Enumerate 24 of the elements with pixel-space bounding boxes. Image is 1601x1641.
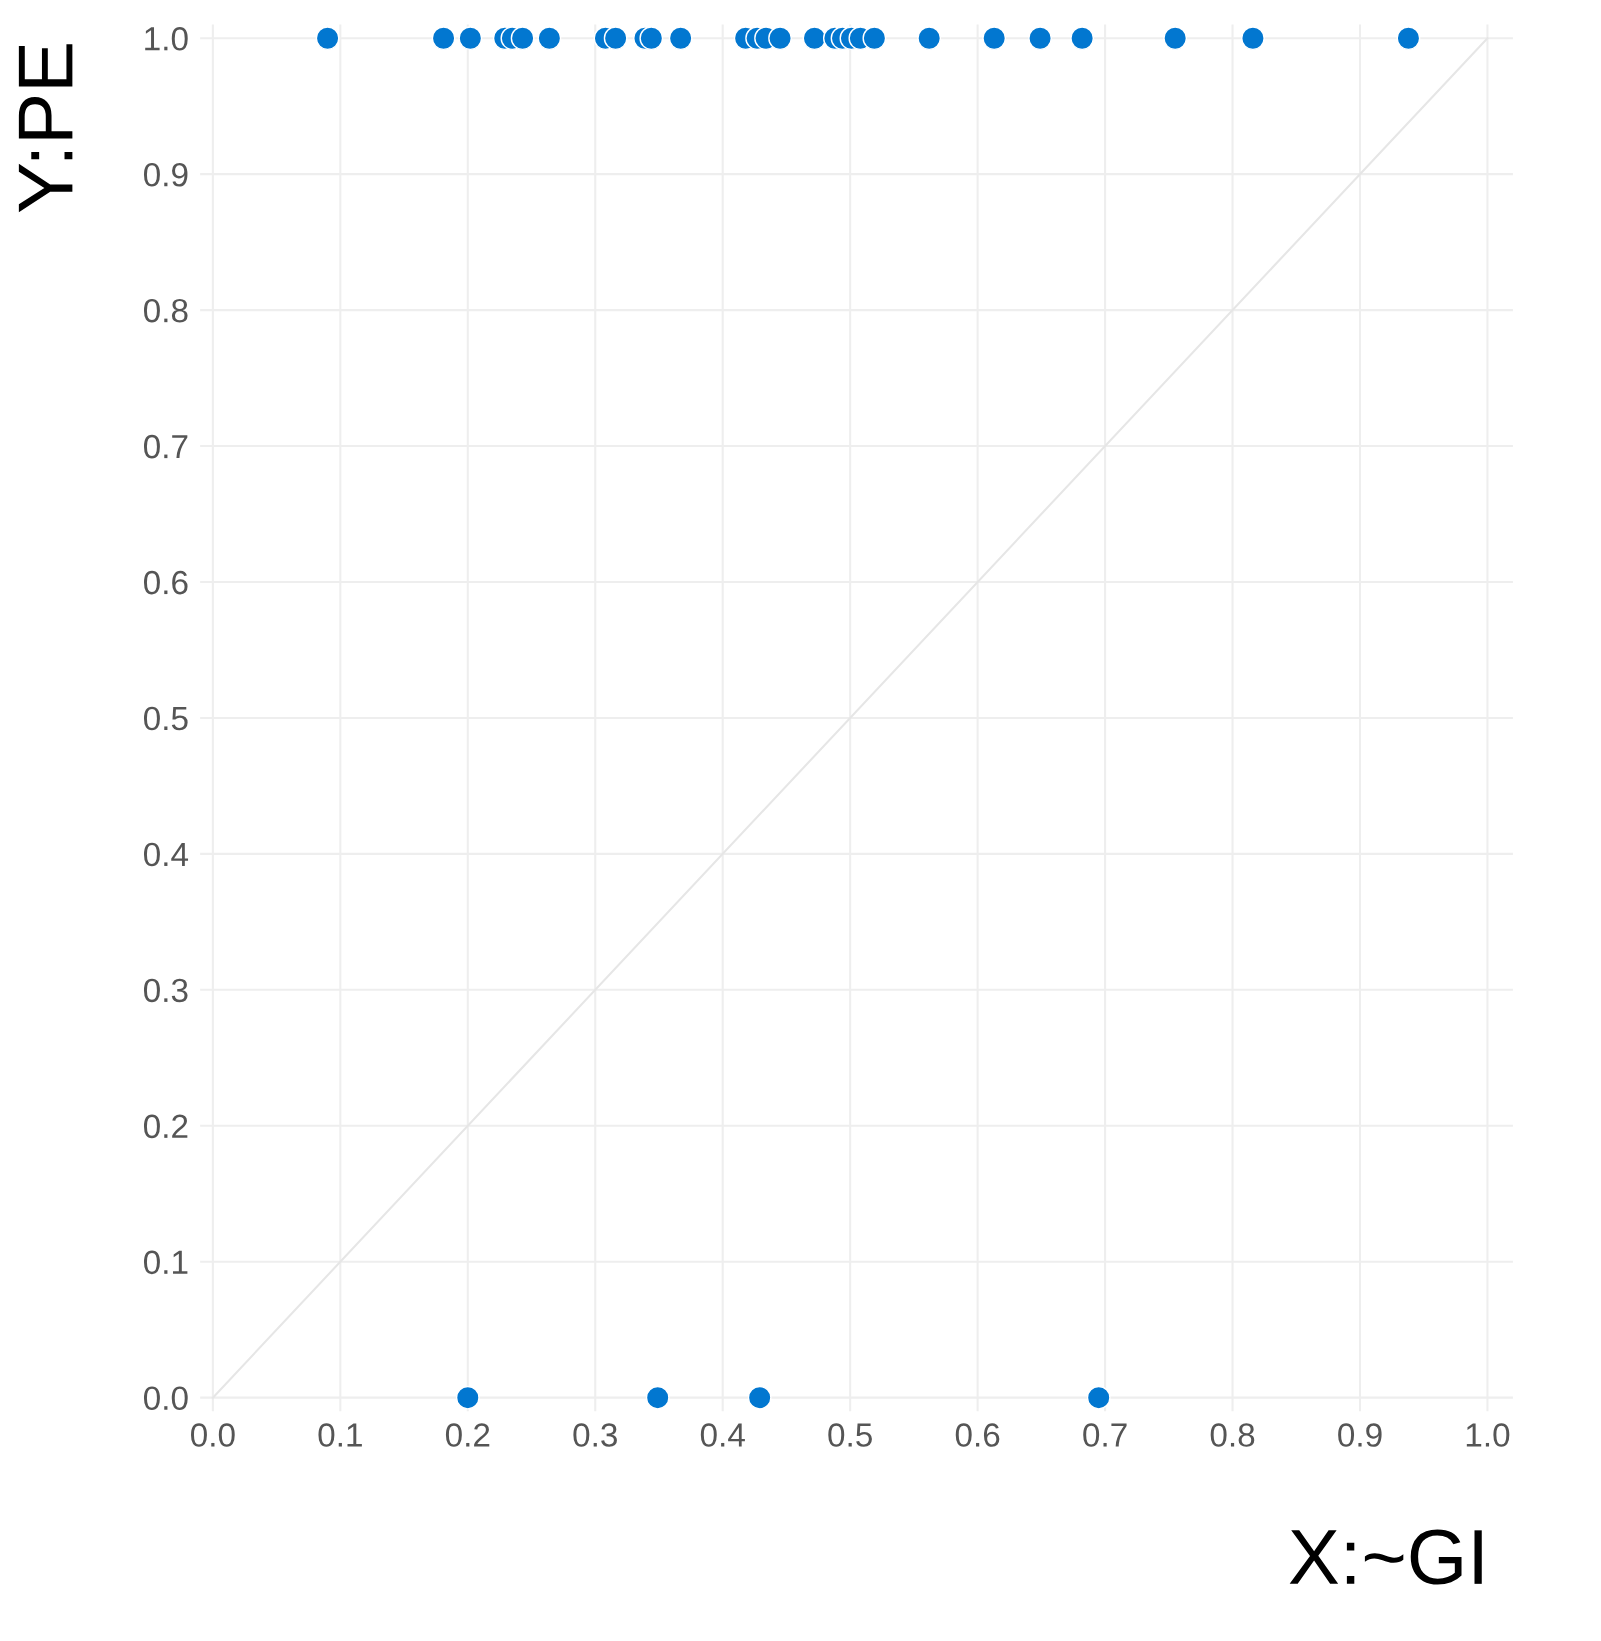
- y-tick-label: 0.9: [143, 162, 188, 187]
- x-tick-label: 0.6: [955, 1423, 1000, 1447]
- x-tick-label: 0.7: [1083, 1423, 1127, 1447]
- x-tick-label: 0.5: [828, 1423, 872, 1447]
- text: 1.0: [145, 27, 188, 51]
- x-tick-label: 0.4: [700, 1423, 745, 1447]
- y-tick-label: 0.6: [143, 570, 188, 595]
- text: 1.0: [1466, 1423, 1510, 1447]
- x-axis-title: X:~GI: [1289, 1529, 1482, 1585]
- y-tick-label: 0.1: [143, 1250, 188, 1275]
- y-tick-label: 0.7: [143, 434, 188, 459]
- x-tick-label: 0.2: [445, 1423, 490, 1447]
- y-tick-label: 0.5: [143, 706, 188, 731]
- text: 0.0: [191, 1423, 235, 1447]
- y-tick-label: 0.3: [143, 978, 188, 1003]
- y-tick-label: 0.8: [143, 298, 188, 323]
- x-tick-label: 0.3: [573, 1423, 617, 1447]
- x-tick-label: 0.1: [318, 1423, 362, 1447]
- y-axis-title: Y:PE: [18, 44, 73, 213]
- y-tick-label: 0.2: [143, 1114, 188, 1139]
- y-tick-label: 0.4: [143, 842, 189, 867]
- text: 0.0: [143, 1386, 188, 1411]
- x-tick-label: 0.8: [1210, 1423, 1255, 1447]
- x-tick-label: 0.9: [1338, 1423, 1382, 1447]
